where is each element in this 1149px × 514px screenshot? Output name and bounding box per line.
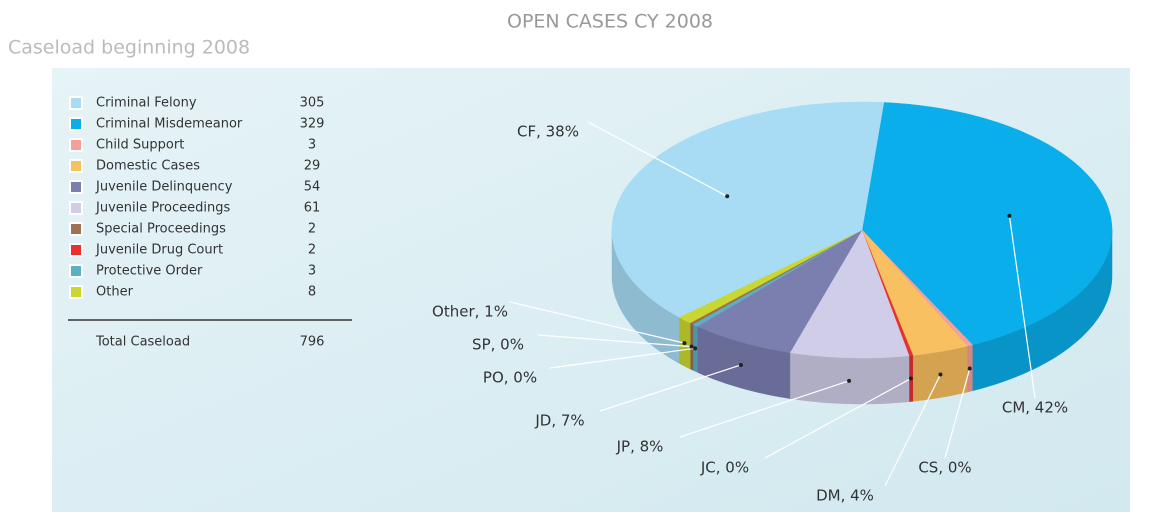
slice-label: CS, 0%: [918, 459, 971, 477]
legend-label: Protective Order: [96, 264, 203, 279]
pie-slice: [611, 101, 885, 318]
slice-label: JP, 8%: [616, 438, 664, 456]
leader-line: [679, 380, 850, 438]
slice-label: SP, 0%: [472, 336, 524, 354]
legend-swatch: [69, 243, 83, 257]
slice-label: JD, 7%: [534, 412, 584, 430]
leader-dot: [738, 362, 743, 367]
leader-line: [509, 301, 685, 344]
pie-slice: [861, 102, 1113, 346]
legend-label: Other: [96, 285, 134, 300]
pie-slice: [789, 229, 910, 359]
leader-dot: [938, 372, 943, 377]
total-value: 796: [300, 335, 325, 350]
legend-value: 2: [308, 243, 316, 258]
legend-label: Juvenile Delinquency: [95, 180, 233, 195]
leader-dot: [967, 366, 972, 371]
slice-label: DM, 4%: [816, 487, 874, 505]
leader-dot: [847, 378, 852, 383]
legend-value: 2: [308, 222, 316, 237]
leader-line: [884, 374, 941, 487]
leader-line: [537, 334, 692, 348]
legend-value: 3: [308, 264, 316, 279]
pie-side: [789, 352, 910, 405]
legend-swatch: [69, 222, 83, 236]
legend-value: 61: [304, 201, 321, 216]
legend-value: 8: [308, 285, 316, 300]
leader-dot: [725, 194, 730, 199]
leader-line: [944, 368, 971, 459]
legend-swatch: [69, 180, 83, 194]
pie-slice: [861, 229, 968, 356]
legend-swatch: [69, 285, 83, 299]
slice-label: Other, 1%: [432, 303, 508, 321]
chart-title: OPEN CASES CY 2008: [507, 11, 713, 33]
legend-label: Juvenile Proceedings: [95, 201, 230, 216]
leader-dot: [682, 341, 687, 346]
legend-label: Juvenile Drug Court: [95, 243, 223, 258]
legend-label: Special Proceedings: [96, 222, 226, 237]
total-label: Total Caseload: [95, 335, 190, 350]
legend-value: 329: [300, 117, 325, 132]
slice-label: CM, 42%: [1002, 399, 1068, 417]
legend-value: 3: [308, 138, 316, 153]
legend-swatch: [69, 117, 83, 131]
legend-swatch: [69, 201, 83, 215]
legend-swatch: [69, 96, 83, 110]
leader-dot: [908, 376, 913, 381]
legend-label: Criminal Felony: [96, 96, 197, 111]
leader-dot: [1007, 213, 1012, 218]
legend-value: 29: [304, 159, 321, 174]
leader-line: [549, 347, 696, 369]
chart-subtitle: Caseload beginning 2008: [8, 37, 250, 59]
legend-value: 54: [304, 180, 321, 195]
legend-label: Criminal Misdemeanor: [96, 117, 243, 132]
leader-line: [764, 377, 912, 459]
legend-value: 305: [300, 96, 325, 111]
legend-swatch: [69, 138, 83, 152]
pie-slice: [696, 229, 863, 353]
legend-swatch: [69, 159, 83, 173]
leader-dot: [693, 346, 698, 351]
leader-dot: [689, 344, 694, 349]
slice-label: JC, 0%: [700, 459, 749, 477]
legend-label: Child Support: [96, 138, 184, 153]
legend-swatch: [69, 264, 83, 278]
leader-line: [587, 121, 728, 197]
leader-line: [1008, 215, 1036, 399]
slice-label: CF, 38%: [517, 123, 579, 141]
leader-line: [599, 364, 742, 412]
legend-label: Domestic Cases: [96, 159, 200, 174]
slice-label: PO, 0%: [483, 369, 537, 387]
